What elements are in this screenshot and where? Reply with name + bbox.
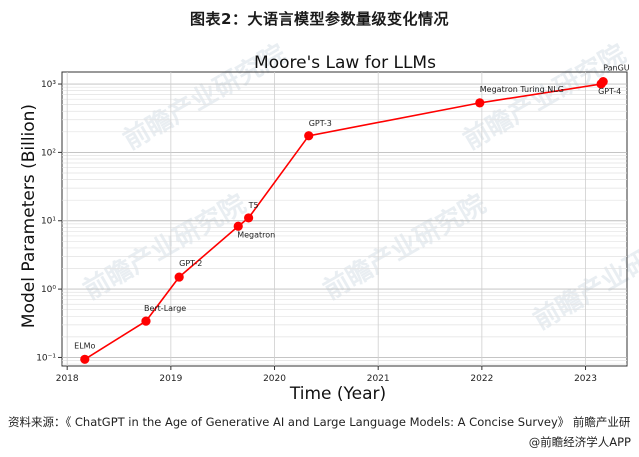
point-label: Bert-Large <box>144 304 186 313</box>
y-tick-label: 10³ <box>41 80 56 90</box>
y-axis-label: Model Parameters (Billion) <box>19 104 39 328</box>
y-axis: 10⁻¹ 10⁰ 10¹ 10² 10³ <box>36 80 62 363</box>
series-line <box>80 77 608 364</box>
data-point <box>80 354 90 364</box>
point-label: GPT-4 <box>598 87 621 96</box>
credit-note: @前瞻经济学人APP <box>528 435 631 449</box>
chart-title: Moore's Law for LLMs <box>254 53 436 73</box>
x-tick-label: 2020 <box>263 374 286 384</box>
x-tick-label: 2022 <box>470 374 493 384</box>
y-tick-label: 10⁰ <box>41 285 56 295</box>
data-point <box>141 316 151 326</box>
x-tick-label: 2018 <box>56 374 79 384</box>
watermark-text: 前瞻产业研究院 <box>458 38 631 156</box>
x-tick-label: 2023 <box>574 374 597 384</box>
data-point <box>174 272 184 282</box>
data-point <box>233 221 243 231</box>
y-tick-label: 10¹ <box>41 217 56 227</box>
grid <box>62 72 627 366</box>
watermark-text: 前瞻产业研究院 <box>78 188 251 306</box>
y-tick-label: 10² <box>41 148 56 158</box>
y-tick-label: 10⁻¹ <box>36 353 56 363</box>
point-label: GPT-3 <box>309 119 332 128</box>
figure-caption: 图表2：大语言模型参数量级变化情况 <box>190 10 449 28</box>
data-point <box>244 213 254 223</box>
plot-area <box>61 71 628 367</box>
point-label: GPT-2 <box>179 259 202 268</box>
point-label: Megatron <box>237 230 275 239</box>
data-point <box>304 131 314 141</box>
x-axis: 2018 2019 2020 2021 2022 2023 <box>56 366 597 384</box>
source-note: 资料来源：《 ChatGPT in the Age of Generative … <box>8 415 631 429</box>
point-label: ELMo <box>74 341 95 350</box>
x-tick-label: 2019 <box>159 374 182 384</box>
x-tick-label: 2021 <box>367 374 390 384</box>
point-label: Megatron Turing NLG <box>480 85 564 94</box>
point-labels: ELMo Bert-Large GPT-2 Megatron T5 GPT-3 Megatr… <box>74 64 630 351</box>
data-point <box>475 98 485 108</box>
data-point <box>598 77 608 87</box>
watermark-text: 前瞻产业研究院 <box>318 188 491 306</box>
x-axis-label: Time (Year) <box>289 384 386 404</box>
point-label: PanGU <box>603 64 630 73</box>
point-label: T5 <box>248 201 259 210</box>
